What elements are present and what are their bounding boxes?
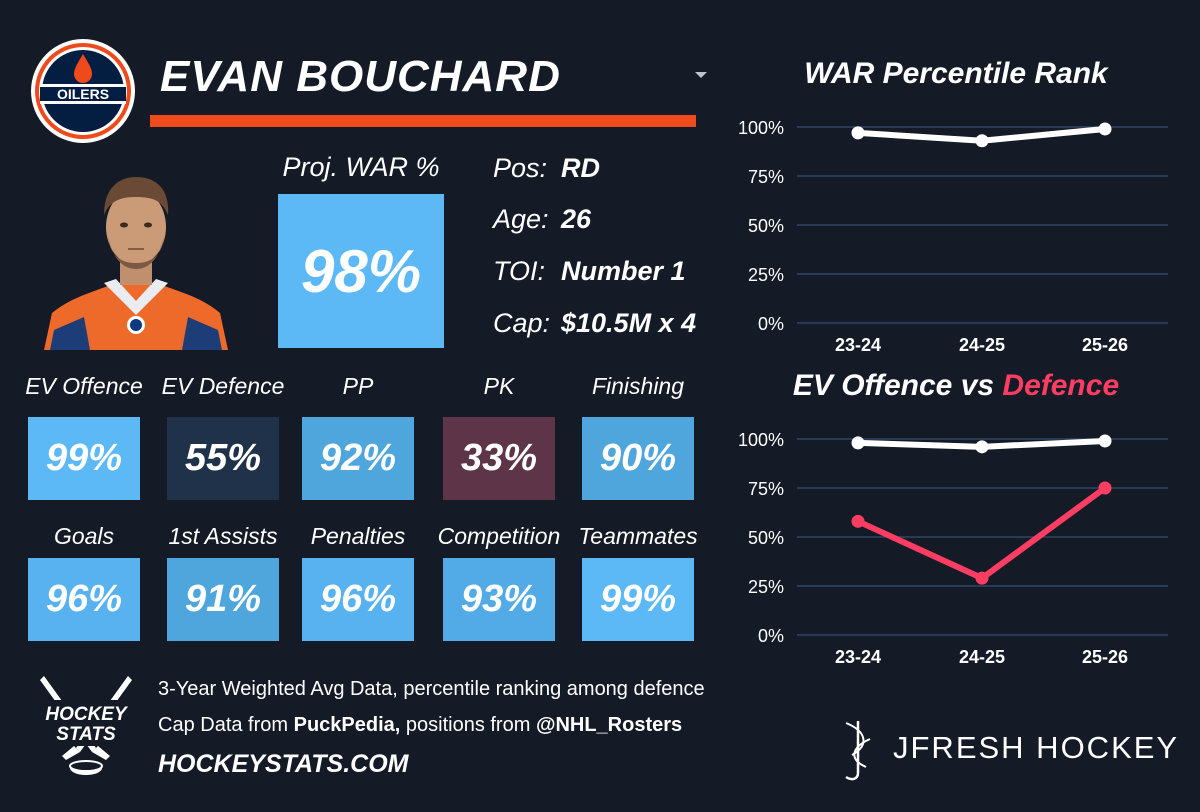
chevron-down-icon[interactable] — [694, 70, 708, 80]
chart-ev-series-line-1 — [855, 485, 1108, 582]
chart-ev-x-tick-label: 24-25 — [959, 647, 1005, 667]
chart-ev-offence-defence: 0% 25% 50% 75% 100% 23-24 24-25 25-26 — [738, 430, 1168, 667]
jfresh-brand: JFRESH HOCKEY — [893, 730, 1180, 765]
footer-source-puckpedia: PuckPedia, — [293, 714, 401, 736]
metric-tile-ev-defence: 55% — [167, 417, 279, 500]
footer-source-middle: positions from — [400, 714, 536, 736]
footer-source-note: Cap Data from PuckPedia, positions from … — [158, 714, 682, 737]
chart-ev-x-tick-label: 23-24 — [835, 647, 881, 667]
metric-tile-teammates: 99% — [582, 558, 694, 641]
chart-ev-point-0 — [1098, 434, 1112, 448]
metric-tile-pk: 33% — [443, 417, 555, 500]
player-name: EVAN BOUCHARD — [160, 52, 561, 101]
position-label: Pos: — [493, 153, 548, 183]
hockeystats-logo-line1: HOCKEY — [45, 704, 129, 725]
chart-ev-point-1 — [851, 514, 865, 528]
metric-label-teammates: Teammates — [578, 523, 698, 549]
metric-label-finishing: Finishing — [591, 373, 685, 399]
chart-war-y-tick-label: 100% — [738, 118, 784, 138]
chart-ev-y-tick-label: 50% — [748, 528, 784, 548]
chart-war-x-tick-label: 24-25 — [959, 335, 1005, 355]
chart-ev-y-tick-label: 100% — [738, 430, 784, 450]
hockeystats-logo-line2: STATS — [56, 724, 116, 745]
footer-data-note: 3-Year Weighted Avg Data, percentile ran… — [158, 678, 705, 700]
footer-site: HOCKEYSTATS.COM — [158, 750, 409, 778]
chart-war-title: WAR Percentile Rank — [804, 57, 1108, 90]
position-value: RD — [561, 153, 600, 183]
metric-tile-penalties: 96% — [302, 558, 414, 641]
chart-ev-x-tick-label: 25-26 — [1082, 647, 1128, 667]
chart-war-point-0 — [851, 126, 865, 140]
chart-war-point-0 — [975, 134, 989, 148]
team-logo-text: OILERS — [57, 86, 109, 102]
toi-label: TOI: — [493, 256, 546, 286]
cap-label: Cap: — [493, 308, 551, 338]
metric-tile-pp: 92% — [302, 417, 414, 500]
chart-war-point-0 — [1098, 122, 1112, 136]
chart-ev-point-1 — [975, 571, 989, 585]
chart-ev-title-part2: Defence — [1002, 369, 1120, 402]
toi-value: Number 1 — [561, 256, 686, 286]
footer-source-prefix: Cap Data from — [158, 714, 294, 736]
age-label: Age: — [493, 204, 549, 234]
hockeystats-logo: HOCKEY STATS — [40, 676, 132, 775]
proj-war-value: 98% — [278, 194, 444, 348]
chart-war-y-tick-label: 0% — [758, 314, 784, 334]
chart-war-y-tick-label: 25% — [748, 265, 784, 285]
chart-ev-point-1 — [1098, 481, 1112, 495]
metric-label-penalties: Penalties — [310, 523, 406, 549]
metric-label-ev-offence: EV Offence — [25, 373, 143, 399]
metric-tile-goals: 96% — [28, 558, 140, 641]
name-underline — [150, 115, 696, 127]
chart-war-x-tick-label: 23-24 — [835, 335, 881, 355]
metric-tile-ev-offence: 99% — [28, 417, 140, 500]
metric-label-pk: PK — [483, 373, 515, 399]
metric-label-goals: Goals — [53, 523, 115, 549]
metric-label-ev-defence: EV Defence — [161, 373, 285, 399]
chart-ev-point-0 — [851, 436, 865, 450]
chart-ev-point-0 — [975, 440, 989, 454]
footer-source-handle: @NHL_Rosters — [535, 714, 683, 736]
metric-label-competition: Competition — [437, 523, 561, 549]
jfresh-logo-mark — [845, 721, 871, 781]
age-value: 26 — [561, 204, 592, 234]
metric-tile-first-assists: 91% — [167, 558, 279, 641]
chart-war-y-tick-label: 50% — [748, 216, 784, 236]
metric-label-first-assists: 1st Assists — [168, 523, 278, 549]
chart-ev-y-tick-label: 25% — [748, 577, 784, 597]
chart-ev-y-tick-label: 75% — [748, 479, 784, 499]
metric-tile-finishing: 90% — [582, 417, 694, 500]
chart-war-percentile: 0% 25% 50% 75% 100% 23-24 24-25 25-26 — [738, 118, 1168, 355]
metric-label-pp: PP — [342, 373, 374, 399]
chart-ev-title: EV Offence vs Defence — [712, 369, 1200, 403]
chart-ev-y-tick-label: 0% — [758, 626, 784, 646]
metric-tile-competition: 93% — [443, 558, 555, 641]
team-logo: OILERS — [31, 39, 135, 143]
cap-value: $10.5M x 4 — [561, 308, 697, 338]
player-photo — [44, 177, 228, 350]
proj-war-label: Proj. WAR % — [282, 152, 440, 182]
chart-war-x-tick-label: 25-26 — [1082, 335, 1128, 355]
chart-war-y-tick-label: 75% — [748, 167, 784, 187]
chart-ev-title-part1: EV Offence vs — [792, 369, 1003, 402]
